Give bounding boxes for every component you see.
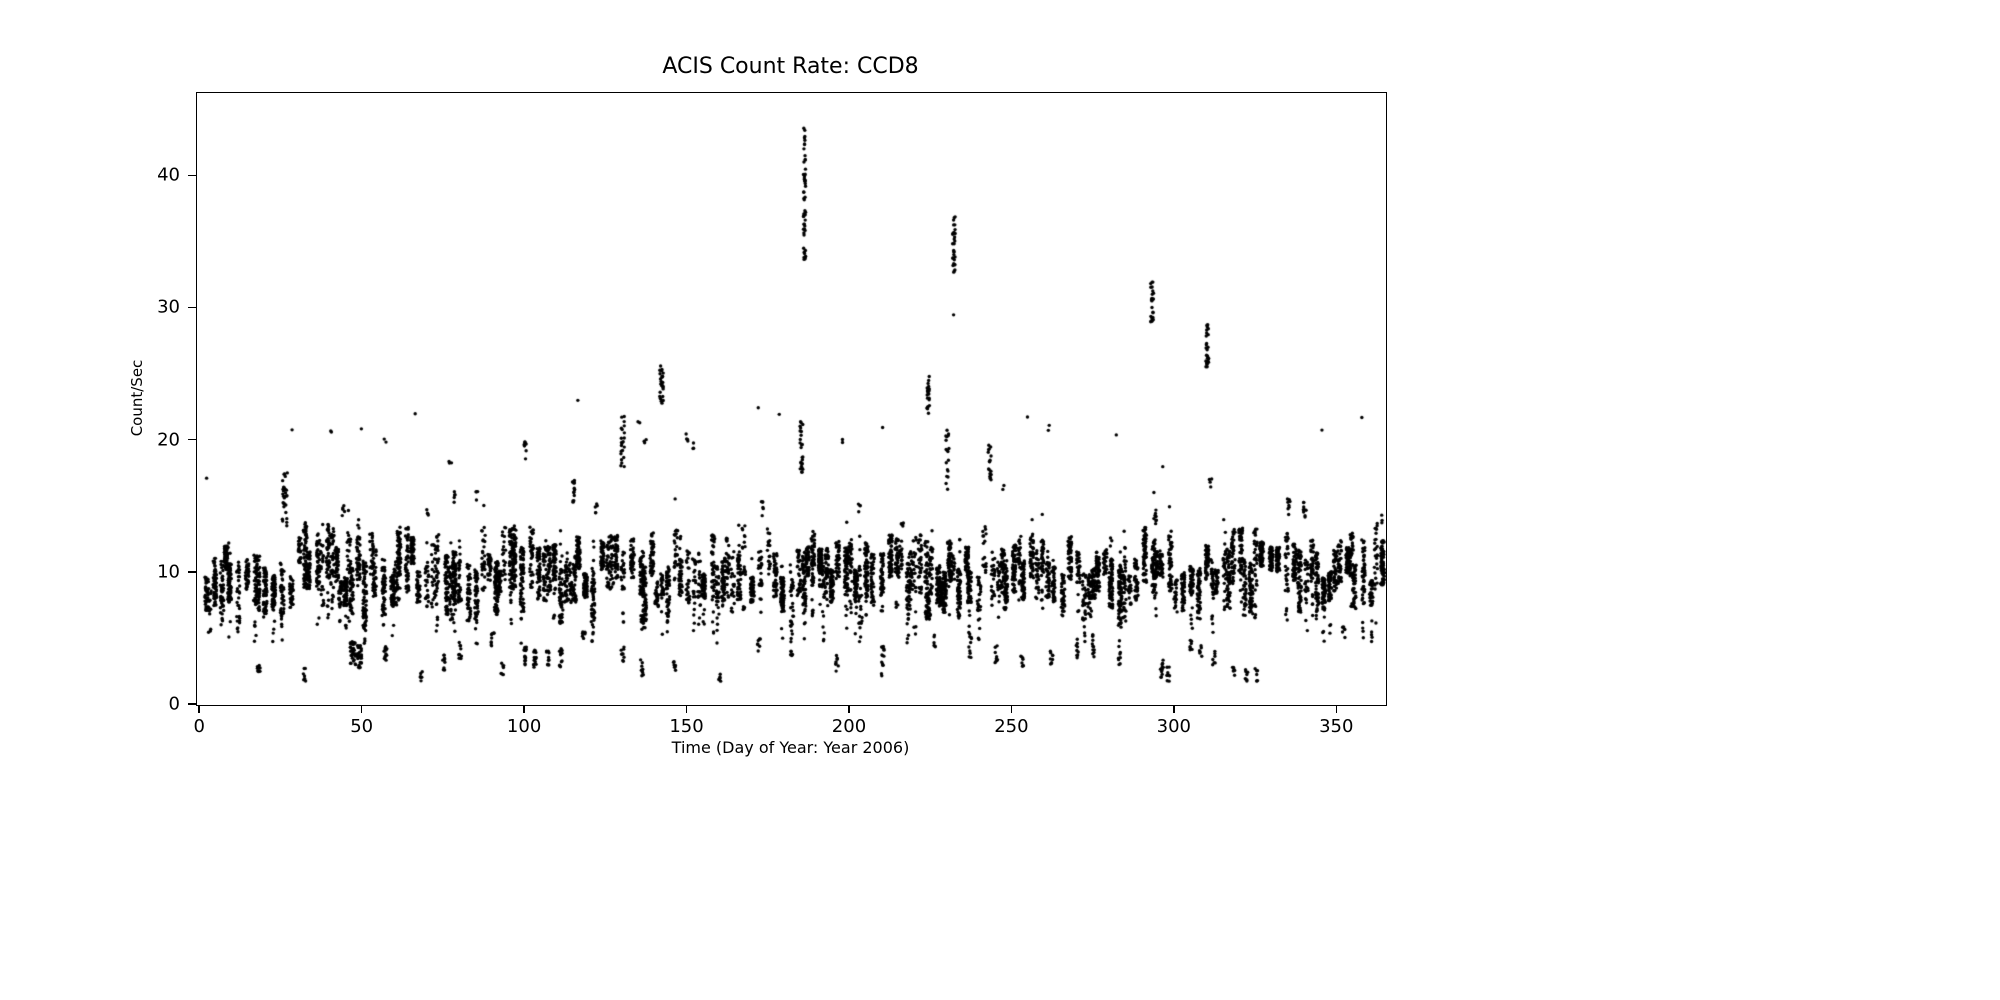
y-tick <box>188 306 196 309</box>
x-tick <box>523 705 525 713</box>
x-tick-label: 200 <box>831 716 867 737</box>
y-axis-label: Count/Sec <box>128 359 146 437</box>
y-tick-label: 10 <box>157 561 180 583</box>
y-tick <box>188 438 196 441</box>
x-tick <box>685 705 688 713</box>
x-tick-label: 300 <box>1156 716 1192 737</box>
y-tick <box>188 174 196 177</box>
y-tick-label: 20 <box>157 429 180 451</box>
scatter-canvas <box>197 93 1386 705</box>
y-tick-label: 40 <box>157 164 180 186</box>
x-tick <box>1010 705 1013 713</box>
plot-area <box>196 92 1387 706</box>
x-tick-label: 350 <box>1319 716 1354 737</box>
x-axis-label: Time (Day of Year: Year 2006) <box>671 738 910 757</box>
x-tick <box>1335 705 1338 713</box>
y-tick-label: 0 <box>168 693 180 715</box>
x-tick-label: 250 <box>994 716 1029 737</box>
x-tick-label: 100 <box>506 716 542 737</box>
x-tick <box>198 705 200 713</box>
y-tick-label: 30 <box>157 296 180 318</box>
x-tick-label: 0 <box>193 716 205 737</box>
chart-title: ACIS Count Rate: CCD8 <box>662 54 919 79</box>
x-tick <box>360 705 363 713</box>
x-tick <box>1173 705 1175 713</box>
y-tick <box>188 703 196 705</box>
x-tick-label: 150 <box>669 716 704 737</box>
x-tick-label: 50 <box>350 716 374 737</box>
x-tick <box>848 705 850 713</box>
y-tick <box>188 571 196 573</box>
